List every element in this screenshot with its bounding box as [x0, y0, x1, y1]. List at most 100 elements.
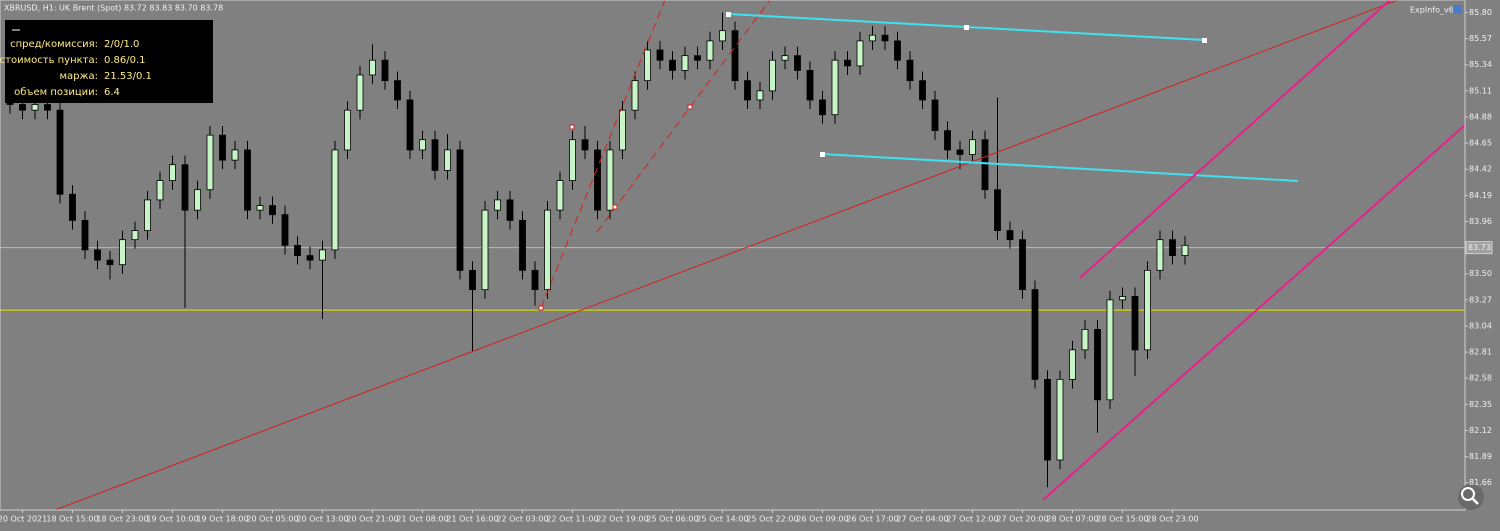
x-tick-label: 20 Oct 2021 [0, 515, 47, 524]
panel-label: стоимость пункта: [0, 55, 98, 66]
panel-value: 2/0/1.0 [104, 39, 139, 50]
candle-body [81, 219, 89, 251]
anchor [820, 152, 825, 157]
y-tick-label: 83.50 [1469, 269, 1492, 278]
x-tick-label: 26 Oct 09:00 [796, 515, 848, 524]
y-tick-label: 85.57 [1469, 34, 1492, 43]
x-tick-label: 26 Oct 17:00 [846, 515, 898, 524]
y-tick-label: 84.42 [1469, 165, 1492, 174]
candle-body [1119, 296, 1126, 301]
candle-body [69, 193, 76, 221]
plot-border [0, 0, 1466, 511]
panel-box [5, 20, 213, 103]
candle-body [431, 139, 439, 171]
x-tick-label: 27 Oct 12:00 [946, 515, 998, 524]
candle-body [756, 90, 764, 101]
candle-body [831, 59, 839, 116]
candle-body [569, 139, 576, 182]
zoom-button[interactable] [1458, 484, 1484, 510]
candle-body [1169, 239, 1176, 256]
y-tick-label: 84.19 [1469, 191, 1492, 200]
candle-body [969, 139, 976, 155]
plot [0, 12, 1465, 488]
candle-body [1156, 239, 1164, 271]
x-tick-label: 28 Oct 15:00 [1096, 515, 1148, 524]
indicator-icon[interactable] [1453, 5, 1462, 14]
candle-body [319, 249, 326, 261]
current-price-box [1465, 241, 1493, 255]
candle-body [1069, 349, 1076, 380]
candle-body [556, 180, 564, 211]
x-tick-label: 19 Oct 10:00 [146, 515, 198, 524]
candle-body [1106, 299, 1114, 401]
candle-body [181, 164, 189, 211]
zoom-lens [1461, 487, 1475, 501]
y-tick-label: 85.34 [1469, 60, 1492, 69]
x-tick-label: 20 Oct 21:00 [346, 515, 398, 524]
candle-body [19, 104, 26, 111]
x-tick-label: 22 Oct 11:00 [546, 515, 598, 524]
candle-body [631, 80, 639, 111]
zoom-handle [1471, 497, 1479, 505]
y-tick-label: 85.80 [1469, 8, 1492, 17]
candle-body [856, 40, 864, 67]
y-tick-label: 82.58 [1469, 374, 1492, 383]
anchor [687, 104, 693, 110]
candle-body [794, 55, 801, 71]
candle-body [469, 269, 476, 291]
candle-body [531, 269, 539, 291]
candle-body [406, 99, 414, 151]
channel-line [1042, 124, 1466, 501]
candle-body [731, 30, 739, 82]
x-tick-label: 18 Oct 23:00 [96, 515, 148, 524]
x-tick-label: 25 Oct 22:00 [746, 515, 798, 524]
candle-body [706, 40, 714, 61]
candle-body [44, 104, 51, 111]
x-tick-label: 27 Oct 04:00 [896, 515, 948, 524]
candle-body [494, 199, 501, 211]
info-panel: спред/комиссия: 2/0/1.0 стоимость пункта… [0, 20, 213, 103]
candle-body [294, 244, 301, 256]
panel-value: 6.4 [104, 87, 120, 98]
indicator-name: ExpInfo_v6 [1410, 6, 1454, 15]
anchor [612, 204, 618, 210]
anchor [964, 25, 969, 30]
candle-body [306, 255, 314, 261]
candle-body [94, 249, 101, 261]
candle-body [906, 59, 914, 82]
x-tick-label: 22 Oct 19:00 [596, 515, 648, 524]
panel-value: 21.53/0.1 [104, 71, 152, 82]
x-tick-label: 19 Oct 18:00 [196, 515, 248, 524]
y-tick-label: 81.89 [1469, 452, 1492, 461]
trendline [54, 0, 1399, 511]
candle-body [369, 59, 376, 76]
candle-body [1181, 244, 1189, 256]
anchor [569, 124, 575, 130]
candle-body [681, 55, 689, 71]
candle-body [719, 30, 726, 42]
y-tick-label: 83.27 [1469, 295, 1492, 304]
x-tick-label: 28 Oct 07:00 [1046, 515, 1098, 524]
candle-body [544, 209, 551, 291]
candle-body [1094, 328, 1101, 401]
candle-body [506, 199, 514, 221]
x-tick-label: 20 Oct 05:00 [246, 515, 298, 524]
y-tick-label: 82.12 [1469, 426, 1492, 435]
candle-body [944, 130, 951, 151]
candle-body [219, 134, 226, 161]
candle-body [281, 214, 289, 246]
panel-label: маржа: [59, 71, 98, 82]
candle-body [994, 189, 1001, 231]
candle-body [381, 59, 389, 82]
candle-body [169, 164, 176, 182]
panel-label: объем позиции: [14, 87, 98, 98]
anchor [538, 305, 544, 311]
channel-line [1079, 0, 1391, 279]
y-tick-label: 84.65 [1469, 139, 1492, 148]
candle-body [881, 34, 889, 42]
candle-body [481, 209, 489, 291]
x-tick-label: 27 Oct 20:00 [996, 515, 1048, 524]
y-tick-label: 85.11 [1469, 86, 1492, 95]
